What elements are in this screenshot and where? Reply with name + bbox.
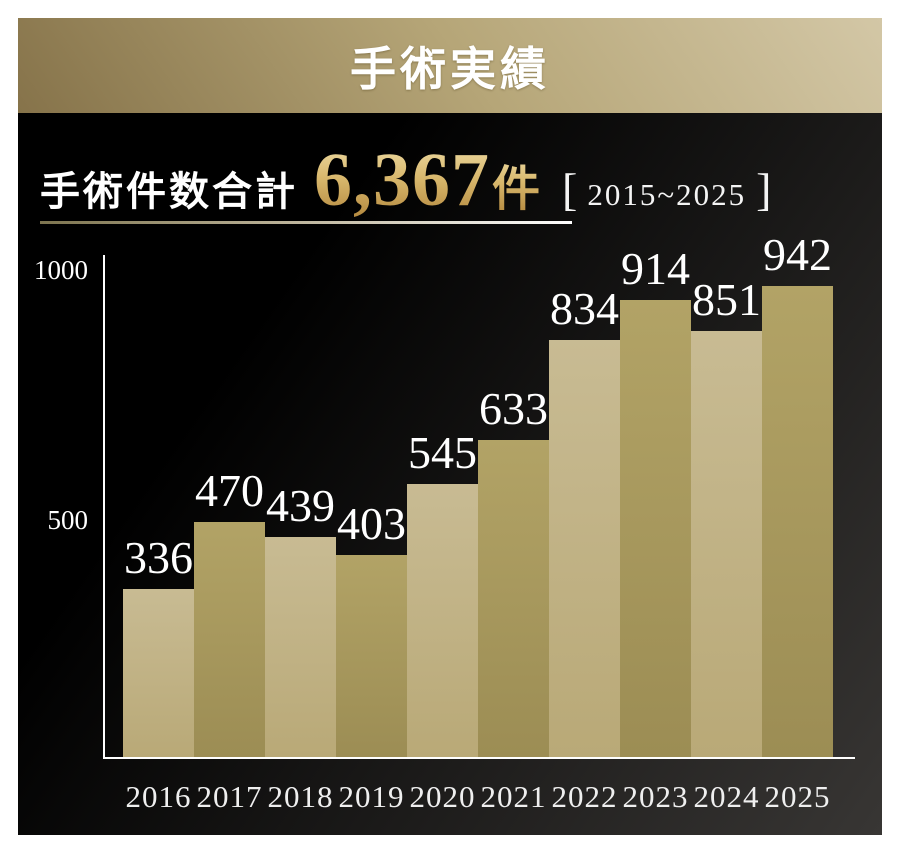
y-tick-1000: 1000 [34, 255, 88, 285]
summary-unit: 件 [492, 149, 540, 219]
x-axis-line [103, 757, 855, 759]
summary-label: 手術件数合計 [40, 169, 298, 214]
bar-value-2019: 403 [337, 498, 406, 549]
bar-group-2020 [407, 484, 478, 757]
bar-value-2023: 914 [621, 243, 690, 294]
x-tick-2025: 2025 [764, 779, 831, 814]
period-text: 2015~2025 [587, 177, 747, 212]
bar-value-2022: 834 [550, 283, 619, 334]
bar-group-2016 [123, 589, 194, 757]
x-tick-2021: 2021 [480, 779, 547, 814]
title-banner: 手術実績 [18, 18, 882, 113]
page-title: 手術実績 [350, 43, 550, 95]
x-tick-2024: 2024 [693, 779, 760, 814]
summary-total: 6,367 [314, 138, 490, 222]
bar-value-2017: 470 [195, 465, 264, 516]
bar-group-2017 [194, 522, 265, 757]
bar-2017 [194, 522, 265, 757]
header-underline [40, 221, 572, 224]
bar-value-2018: 439 [266, 480, 335, 531]
summary-period: [ 2015~2025 ] [562, 163, 771, 216]
y-axis-line [103, 255, 105, 757]
x-tick-2020: 2020 [409, 779, 476, 814]
close-bracket: ] [756, 164, 772, 215]
chart-panel: 手術件数合計 6,367 件 [ 2015~2025 ] 1000 500 201… [18, 113, 882, 835]
bar-value-2020: 545 [408, 427, 477, 478]
x-tick-2018: 2018 [267, 779, 334, 814]
bar-2023 [620, 300, 691, 757]
bar-group-2022 [549, 340, 620, 757]
bar-chart: 1000 500 2016 2017 2018 2019 2020 2021 2022 2023… [18, 113, 882, 835]
bar-2018 [265, 537, 336, 757]
bar-value-2021: 633 [479, 383, 548, 434]
bar-2022 [549, 340, 620, 757]
y-tick-500: 500 [47, 505, 89, 535]
bar-2016 [123, 589, 194, 757]
bar-group-2023 [620, 300, 691, 757]
bar-group-2024 [691, 331, 762, 757]
bar-value-2024: 851 [692, 274, 761, 325]
bar-2025 [762, 286, 833, 757]
x-tick-2016: 2016 [125, 779, 192, 814]
bar-2024 [691, 331, 762, 757]
bar-group-2021 [478, 440, 549, 757]
bar-2019 [336, 555, 407, 757]
open-bracket: [ [562, 164, 578, 215]
bar-group-2018 [265, 537, 336, 757]
x-tick-2023: 2023 [622, 779, 689, 814]
bar-value-2025: 942 [763, 229, 832, 280]
summary-header: 手術件数合計 6,367 件 [ 2015~2025 ] [40, 137, 771, 224]
x-tick-2019: 2019 [338, 779, 405, 814]
bar-2021 [478, 440, 549, 757]
bar-group-2019 [336, 555, 407, 757]
bar-value-2016: 336 [124, 532, 193, 583]
bar-group-2025 [762, 286, 833, 757]
x-tick-2022: 2022 [551, 779, 618, 814]
bar-2020 [407, 484, 478, 757]
x-tick-2017: 2017 [196, 779, 263, 814]
